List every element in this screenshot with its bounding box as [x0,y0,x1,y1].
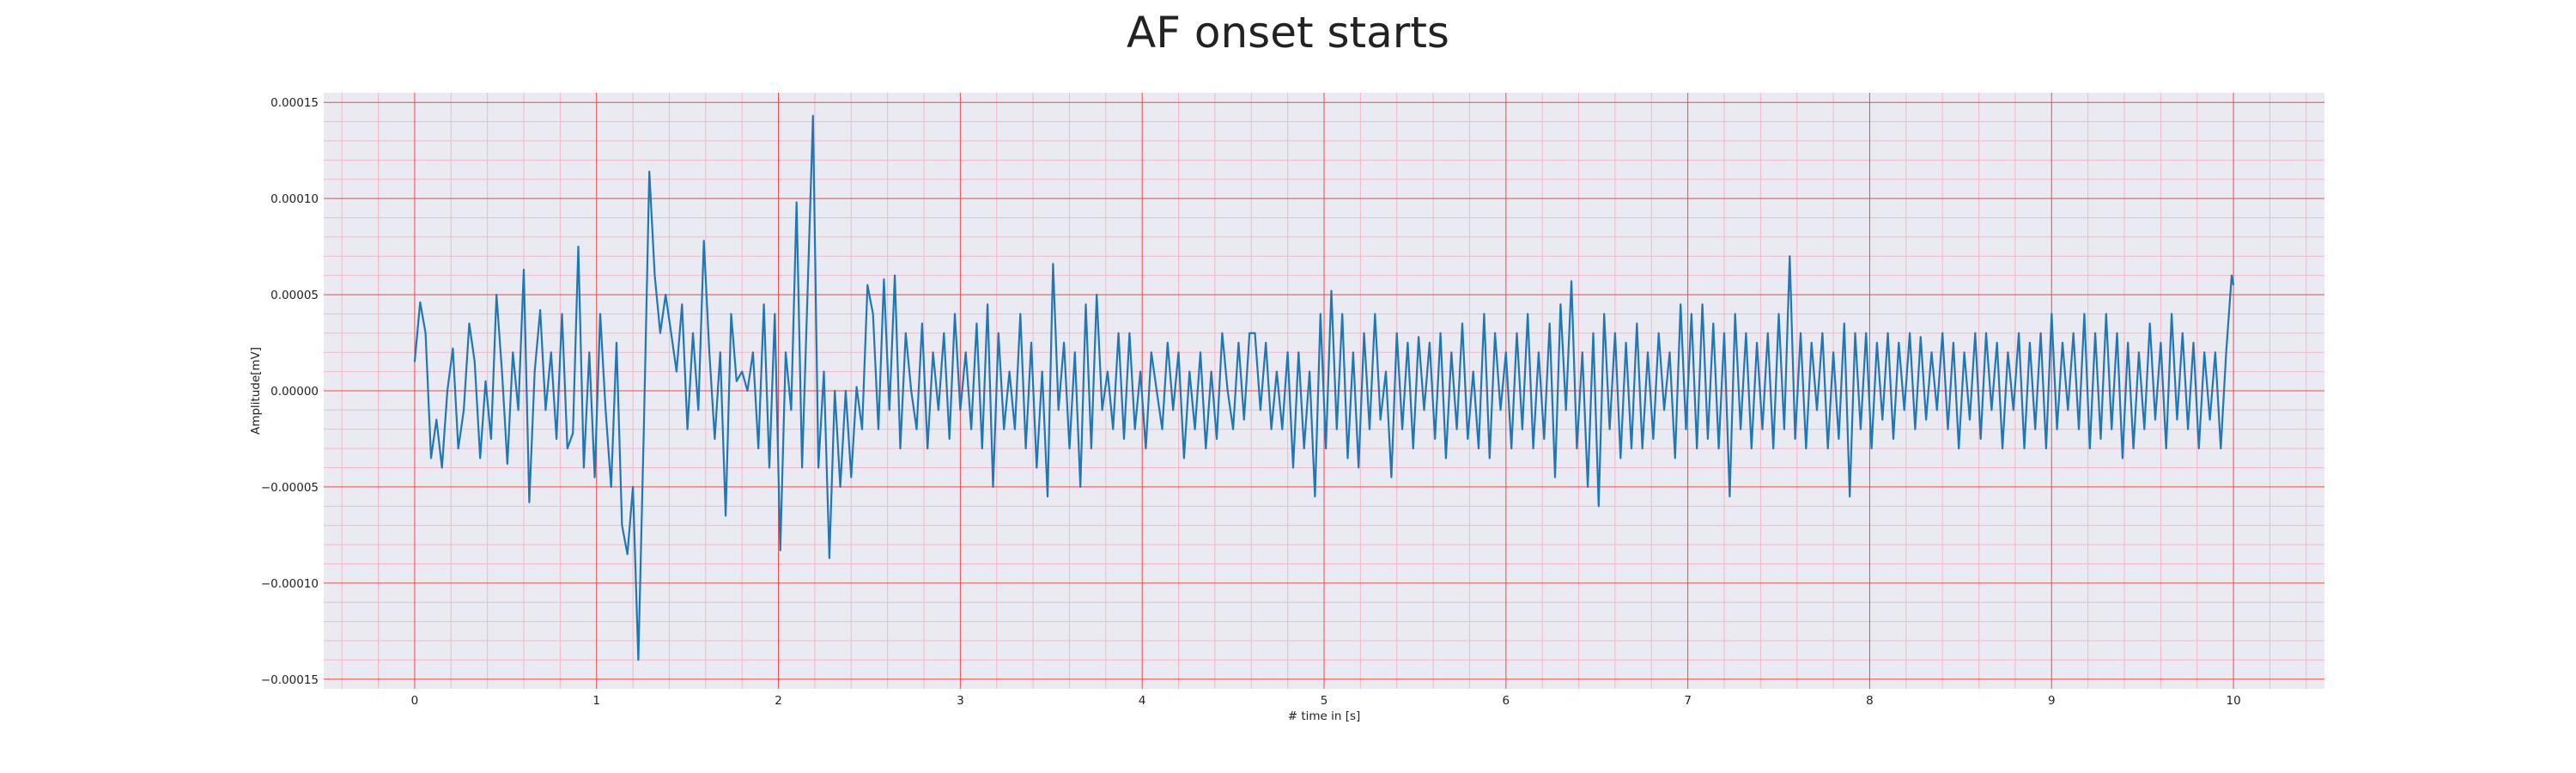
x-tick-label: 8 [1866,694,1874,708]
y-tick-label: −0.00010 [261,577,319,591]
series-line [413,114,2235,661]
chart-title: AF onset starts [1127,8,1449,58]
x-tick-label: 2 [775,694,782,708]
y-tick-label: −0.00005 [261,481,319,495]
x-tick-label: 9 [2048,694,2056,708]
y-tick-label: −0.00015 [261,673,319,687]
x-tick-label: 0 [411,694,419,708]
x-tick-label: 5 [1321,694,1328,708]
x-tick-label: 3 [957,694,964,708]
series-layer [413,114,2235,661]
y-tick-labels: −0.00015 −0.00010 −0.00005 0.00000 0.00005 0.… [261,96,319,687]
x-tick-labels: 0 1 2 3 4 5 6 7 8 9 10 [411,694,2241,708]
y-tick-label: 0.00005 [270,289,319,302]
y-tick-label: 0.00010 [270,192,319,206]
x-axis-label: # time in [s] [1288,709,1361,723]
x-tick-label: 1 [592,694,600,708]
y-axis-label: Amplitude[mV] [249,347,263,435]
y-tick-label: 0.00015 [270,96,319,110]
y-tick-label: 0.00000 [270,385,319,399]
x-tick-label: 7 [1684,694,1692,708]
x-tick-label: 6 [1503,694,1510,708]
x-tick-label: 10 [2226,694,2240,708]
x-tick-label: 4 [1139,694,1146,708]
